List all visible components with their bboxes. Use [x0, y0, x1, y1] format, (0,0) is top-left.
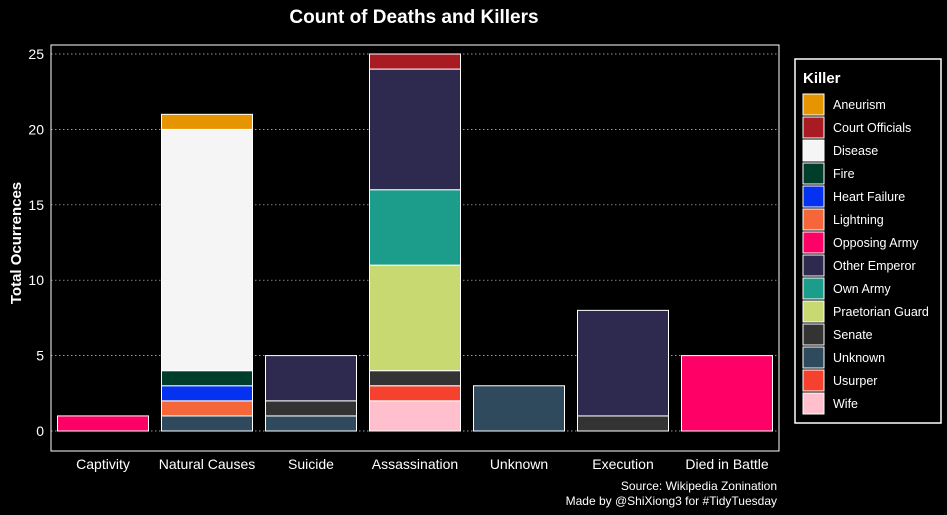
- plot-panel: [50, 44, 780, 452]
- bar-segment: [369, 264, 461, 372]
- x-tick-label: Assassination: [372, 456, 458, 472]
- y-axis: 0 5 10 15 20 25: [28, 46, 44, 439]
- bar-segment: [577, 309, 669, 417]
- legend-swatch: [802, 392, 825, 415]
- bar-segment: [161, 370, 253, 387]
- y-tick-label: 20: [28, 121, 44, 137]
- legend-swatch: [802, 185, 825, 208]
- bars: [57, 53, 773, 432]
- bar-segment: [161, 128, 253, 372]
- y-tick-label: 0: [36, 423, 44, 439]
- bar-segment: [265, 355, 357, 402]
- bar-segment: [265, 400, 357, 417]
- bar-segment: [681, 355, 773, 432]
- legend-label: Disease: [833, 144, 878, 158]
- legend-label: Aneurism: [833, 98, 886, 112]
- x-tick-label: Unknown: [490, 456, 548, 472]
- legend-swatch: [802, 254, 825, 277]
- bar-segment: [369, 385, 461, 402]
- caption-credit: Made by @ShiXiong3 for #TidyTuesday: [566, 494, 777, 508]
- x-axis: Captivity Natural Causes Suicide Assassinat…: [76, 456, 769, 472]
- x-tick-label: Natural Causes: [159, 456, 256, 472]
- x-tick-label: Died in Battle: [685, 456, 768, 472]
- bar-segment: [161, 113, 253, 130]
- legend: Aneurism Court Officials Disease Fire Heart …: [802, 93, 929, 415]
- bar-segment: [369, 189, 461, 266]
- bar-segment: [265, 415, 357, 432]
- legend-swatch: [802, 300, 825, 323]
- legend-label: Senate: [833, 328, 873, 342]
- x-tick-label: Suicide: [288, 456, 334, 472]
- x-tick-label: Captivity: [76, 456, 130, 472]
- legend-label: Praetorian Guard: [833, 305, 929, 319]
- legend-label: Own Army: [833, 282, 891, 296]
- legend-label: Unknown: [833, 351, 885, 365]
- legend-swatch: [802, 208, 825, 231]
- legend-swatch: [802, 323, 825, 346]
- bar-segment: [161, 415, 253, 432]
- chart-title: Count of Deaths and Killers: [289, 7, 538, 28]
- x-tick-label: Execution: [592, 456, 653, 472]
- legend-label: Usurper: [833, 374, 877, 388]
- y-axis-label: Total Ocurrences: [8, 182, 25, 304]
- legend-label: Wife: [833, 397, 858, 411]
- legend-label: Fire: [833, 167, 855, 181]
- bar-segment: [57, 415, 149, 432]
- legend-swatch: [802, 277, 825, 300]
- y-tick-label: 15: [28, 197, 44, 213]
- bar-segment: [369, 53, 461, 70]
- legend-swatch: [802, 116, 825, 139]
- bar-segment: [161, 400, 253, 417]
- legend-swatch: [802, 369, 825, 392]
- legend-label: Opposing Army: [833, 236, 919, 250]
- legend-title: Killer: [803, 70, 841, 87]
- bar-segment: [369, 68, 461, 191]
- legend-label: Heart Failure: [833, 190, 905, 204]
- legend-swatch: [802, 231, 825, 254]
- bar-segment: [369, 370, 461, 387]
- legend-label: Lightning: [833, 213, 884, 227]
- legend-label: Court Officials: [833, 121, 911, 135]
- y-tick-label: 10: [28, 272, 44, 288]
- legend-swatch: [802, 93, 825, 116]
- y-tick-label: 25: [28, 46, 44, 62]
- bar-segment: [577, 415, 669, 432]
- bar-segment: [161, 385, 253, 402]
- legend-label: Other Emperor: [833, 259, 916, 273]
- y-tick-label: 5: [36, 348, 44, 364]
- legend-swatch: [802, 346, 825, 369]
- legend-swatch: [802, 162, 825, 185]
- bar-segment: [473, 385, 565, 432]
- legend-swatch: [802, 139, 825, 162]
- caption-source: Source: Wikipedia Zonination: [621, 479, 777, 493]
- bar-segment: [369, 400, 461, 432]
